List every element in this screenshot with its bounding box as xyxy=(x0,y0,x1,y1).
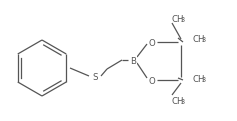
Text: 3: 3 xyxy=(202,77,206,83)
Text: CH: CH xyxy=(193,34,205,44)
Text: B: B xyxy=(130,57,136,65)
Text: S: S xyxy=(92,72,98,82)
Text: CH: CH xyxy=(172,15,184,23)
Text: CH: CH xyxy=(193,75,205,83)
Text: CH: CH xyxy=(172,97,184,106)
Text: 3: 3 xyxy=(181,17,185,23)
Text: 3: 3 xyxy=(181,99,185,105)
Text: 3: 3 xyxy=(202,37,206,43)
Text: O: O xyxy=(149,76,155,86)
Text: O: O xyxy=(149,38,155,48)
